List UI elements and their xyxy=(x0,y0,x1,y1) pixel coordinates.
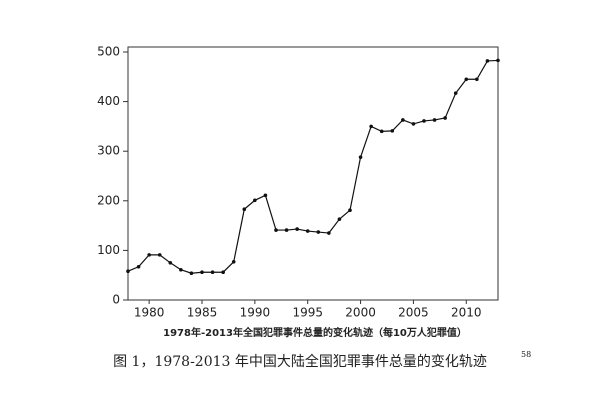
x-tick-label: 1985 xyxy=(187,306,218,320)
data-point xyxy=(422,119,426,123)
data-point xyxy=(274,228,278,232)
y-tick-label: 500 xyxy=(97,45,120,59)
data-point xyxy=(432,118,437,122)
data-line xyxy=(127,59,499,274)
data-point xyxy=(464,77,469,82)
data-point xyxy=(390,129,395,133)
x-tick-label: 2005 xyxy=(398,306,429,320)
data-point xyxy=(157,253,162,257)
data-point xyxy=(327,231,331,235)
data-point xyxy=(263,193,268,198)
x-tick-label: 1990 xyxy=(240,306,271,320)
data-point xyxy=(200,270,204,275)
data-point xyxy=(126,269,130,274)
data-point xyxy=(348,208,352,213)
data-point xyxy=(305,229,310,233)
y-tick-label: 0 xyxy=(112,293,120,307)
data-point xyxy=(369,124,373,129)
data-point xyxy=(443,116,447,120)
plot-frame xyxy=(127,46,499,301)
x-tick-label: 2010 xyxy=(451,306,482,320)
footnote-mark: 58 xyxy=(521,350,531,359)
data-point xyxy=(453,91,458,95)
data-point xyxy=(411,122,416,126)
data-point xyxy=(401,118,405,122)
data-point xyxy=(379,129,384,134)
x-tick-label: 1995 xyxy=(292,306,323,320)
y-tick-label: 400 xyxy=(97,94,120,108)
data-point xyxy=(221,270,225,275)
data-point xyxy=(147,253,151,257)
figure-caption: 图 1，1978-2013 年中国大陆全国犯罪事件总量的变化轨迹 xyxy=(113,353,487,370)
data-point xyxy=(168,261,173,265)
data-point xyxy=(231,260,236,264)
data-point xyxy=(136,264,141,269)
y-tick-label: 200 xyxy=(97,193,120,207)
y-tick-label: 300 xyxy=(97,144,120,158)
data-point xyxy=(496,58,500,63)
data-point xyxy=(284,228,289,232)
data-point xyxy=(358,155,363,159)
x-tick-label: 1980 xyxy=(134,306,165,320)
x-tick-label: 2000 xyxy=(345,306,376,320)
data-point xyxy=(242,207,247,212)
data-point xyxy=(337,217,342,221)
data-point xyxy=(210,270,215,275)
data-point xyxy=(189,271,194,276)
data-point xyxy=(179,267,183,272)
data-point xyxy=(316,230,321,234)
data-point xyxy=(485,59,490,63)
data-point xyxy=(295,227,299,231)
data-point xyxy=(253,198,257,203)
chart-caption: 1978年-2013年全国犯罪事件总量的变化轨迹（每10万人犯罪值） xyxy=(163,326,467,339)
data-point xyxy=(475,77,479,82)
y-tick-label: 100 xyxy=(97,243,120,257)
